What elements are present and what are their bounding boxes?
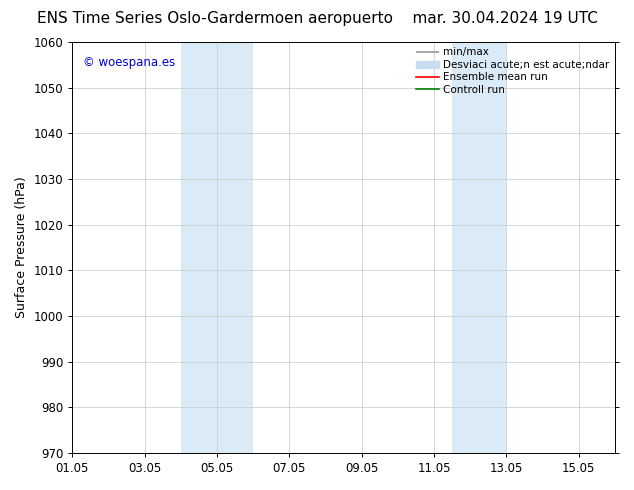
Legend: min/max, Desviaci acute;n est acute;ndar, Ensemble mean run, Controll run: min/max, Desviaci acute;n est acute;ndar… (414, 45, 612, 97)
Text: ENS Time Series Oslo-Gardermoen aeropuerto    mar. 30.04.2024 19 UTC: ENS Time Series Oslo-Gardermoen aeropuer… (37, 11, 597, 26)
Y-axis label: Surface Pressure (hPa): Surface Pressure (hPa) (15, 176, 28, 318)
Bar (181, 42, 253, 453)
Text: © woespana.es: © woespana.es (83, 56, 176, 70)
Bar (452, 42, 507, 453)
